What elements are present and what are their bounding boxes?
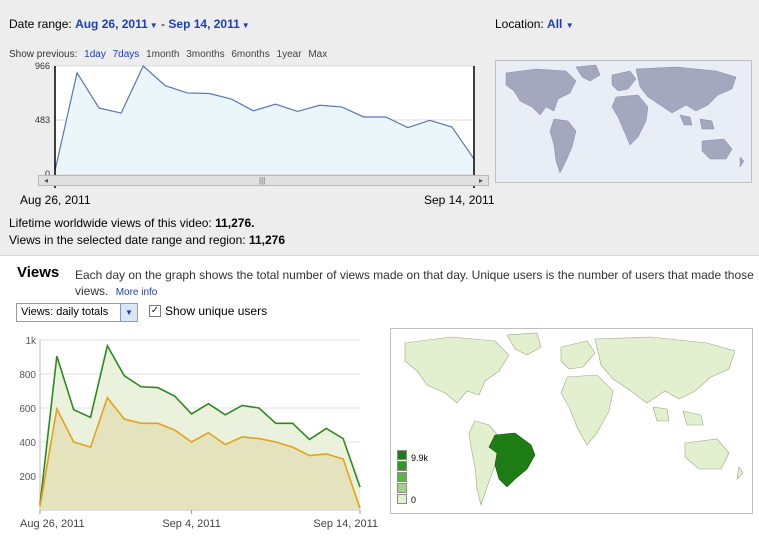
y-tick-label: 200	[19, 472, 36, 483]
world-map-icon	[404, 332, 744, 507]
scroll-right-icon[interactable]: ▸	[478, 176, 483, 185]
show-previous-label: Show previous:	[9, 49, 78, 60]
legend-swatch	[397, 494, 407, 504]
location-dropdown[interactable]: All	[547, 17, 563, 31]
chevron-down-icon[interactable]: ▼	[241, 21, 250, 30]
period-6months[interactable]: 6months	[231, 49, 270, 60]
world-map-overview[interactable]	[495, 60, 752, 183]
period-1day[interactable]: 1day	[84, 49, 106, 60]
range-views: Views in the selected date range and reg…	[9, 233, 285, 247]
range-separator: -	[161, 17, 166, 31]
legend-min: 0	[411, 495, 417, 505]
scroll-grip-icon[interactable]: |||	[259, 176, 266, 185]
views-metric-value: Views: daily totals	[21, 306, 109, 318]
y-tick-label: 800	[19, 370, 36, 381]
start-date-dropdown[interactable]: Aug 26, 2011	[75, 17, 148, 31]
show-previous: Show previous: 1day 7days 1month 3months…	[9, 49, 331, 60]
y-tick-label: 0	[45, 169, 50, 179]
world-map-icon	[505, 64, 745, 174]
legend-swatch	[397, 472, 407, 482]
series-area	[40, 397, 360, 510]
end-date-dropdown[interactable]: Sep 14, 2011	[168, 17, 240, 31]
series-line	[39, 343, 361, 505]
lifetime-label: Lifetime worldwide views of this video:	[9, 216, 212, 230]
location-filter: Location: All ▼	[495, 17, 574, 31]
timeline-scrollbar[interactable]: ◂ ||| ▸	[38, 175, 489, 186]
unique-users-label: Show unique users	[165, 304, 268, 318]
period-3months[interactable]: 3months	[186, 49, 225, 60]
map-legend	[397, 450, 407, 505]
mini-date-start: Aug 26, 2011	[20, 193, 91, 207]
period-1year[interactable]: 1year	[276, 49, 302, 60]
y-tick-label: 966	[35, 61, 50, 71]
mini-views-chart: 0 483 966	[35, 61, 475, 188]
period-1month[interactable]: 1month	[146, 49, 180, 60]
views-description-text: Each day on the graph shows the total nu…	[75, 268, 754, 298]
mini-date-end: Sep 14, 2011	[424, 193, 495, 207]
daily-views-chart: 200 400 600 800 1k Aug 26, 2011 Sep 4, 2011 Sep…	[19, 336, 378, 530]
x-tick-label: Aug 26, 2011	[20, 518, 85, 530]
views-description: Each day on the graph shows the total nu…	[75, 267, 755, 301]
y-tick-label: 600	[19, 404, 36, 415]
legend-max: 9.9k	[411, 453, 429, 463]
legend-swatch	[397, 461, 407, 471]
y-tick-label: 483	[35, 115, 50, 125]
unique-users-toggle[interactable]: ✓ Show unique users	[149, 304, 267, 318]
views-heading: Views	[17, 264, 60, 281]
date-range-label: Date range:	[9, 17, 72, 31]
chevron-down-icon[interactable]: ▼	[149, 21, 158, 30]
more-info-link[interactable]: More info	[115, 287, 158, 298]
series-area	[55, 66, 474, 174]
period-7days[interactable]: 7days	[112, 49, 140, 60]
scroll-left-icon[interactable]: ◂	[43, 176, 48, 185]
y-tick-label: 400	[19, 438, 36, 449]
period-max[interactable]: Max	[308, 49, 328, 60]
series-line	[54, 65, 475, 171]
x-tick-label: Sep 14, 2011	[313, 518, 378, 530]
unique-users-checkbox[interactable]: ✓	[149, 305, 161, 317]
lifetime-views: Lifetime worldwide views of this video: …	[9, 216, 254, 230]
views-metric-select[interactable]: Views: daily totals ▼	[16, 303, 138, 322]
legend-swatch	[397, 483, 407, 493]
location-label: Location:	[495, 17, 544, 31]
range-views-value: 11,276	[248, 233, 285, 247]
lifetime-value: 11,276.	[215, 216, 255, 230]
series-line	[39, 396, 361, 509]
date-range: Date range: Aug 26, 2011 ▼ - Sep 14, 2011…	[9, 17, 250, 31]
world-map-views[interactable]: 9.9k 0	[390, 328, 753, 514]
brazil-region	[488, 432, 536, 488]
chevron-down-icon[interactable]: ▼	[565, 21, 574, 30]
y-tick-label: 1k	[25, 336, 37, 347]
chevron-down-icon[interactable]: ▼	[120, 304, 137, 321]
x-tick-label: Sep 4, 2011	[162, 518, 221, 530]
range-views-label: Views in the selected date range and reg…	[9, 233, 246, 247]
legend-swatch	[397, 450, 407, 460]
